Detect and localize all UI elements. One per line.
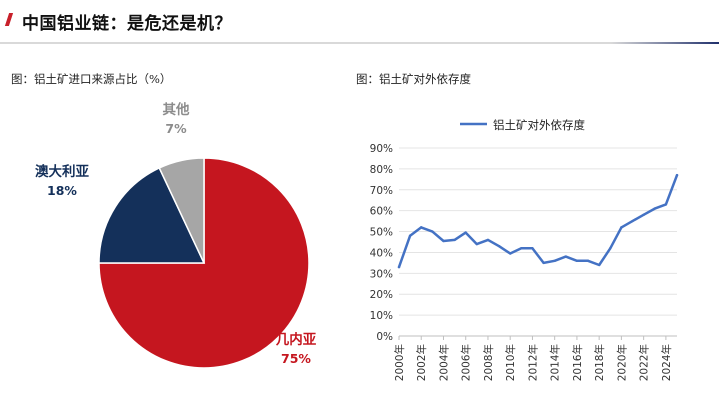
legend-label: 铝土矿对外依存度 — [493, 118, 585, 132]
pie-svg: 几内亚 75% 澳大利亚 18% 其他 7% — [35, 101, 317, 369]
y-tick-label: 50% — [370, 227, 393, 239]
data-point — [586, 259, 590, 262]
x-tick-label: 2004年 — [437, 344, 450, 381]
data-point — [442, 239, 445, 243]
data-point — [675, 173, 679, 177]
series-line — [397, 173, 679, 269]
x-tick-label: 2008年 — [482, 344, 495, 381]
pie-label-name: 澳大利亚 — [35, 163, 89, 180]
data-point — [464, 231, 467, 234]
data-point — [497, 244, 501, 248]
bauxite-import-source-pie-chart: 几内亚 75% 澳大利亚 18% 其他 7% — [0, 100, 350, 406]
x-tick-label: 2014年 — [549, 344, 562, 381]
header-divider — [0, 42, 719, 44]
data-point — [509, 252, 512, 255]
pie-label-name: 几内亚 — [276, 331, 317, 348]
data-point — [575, 259, 579, 262]
x-tick-label: 2002年 — [415, 344, 428, 381]
y-tick-label: 0% — [376, 331, 393, 343]
data-point — [531, 247, 534, 250]
data-point — [408, 234, 412, 237]
pie-label-1: 澳大利亚 18% — [35, 163, 89, 198]
data-point — [631, 219, 634, 223]
y-tick-label: 20% — [370, 289, 393, 301]
x-tick-label: 2012年 — [526, 344, 539, 381]
y-tick-label: 40% — [370, 247, 393, 259]
pie-slice-0 — [98, 157, 310, 369]
x-tick-label: 2022年 — [638, 344, 651, 381]
pie-label-0: 几内亚 75% — [276, 331, 317, 366]
pie-label-value: 75% — [281, 351, 311, 366]
title-accent-mark — [4, 13, 14, 26]
data-point — [397, 265, 401, 269]
y-tick-label: 10% — [370, 310, 393, 322]
data-point — [564, 255, 567, 258]
x-tick-label: 2010年 — [504, 344, 517, 381]
right-chart-caption: 图：铝土矿对外依存度 — [356, 72, 471, 86]
x-tick-label: 2024年 — [660, 344, 673, 381]
line-svg: 铝土矿对外依存度 0% 10% 20% 30% 40% 50% 60% 70% 80% 90% 200… — [370, 118, 679, 381]
y-tick-label: 60% — [370, 206, 393, 218]
y-tick-label: 80% — [370, 164, 393, 176]
x-tick-label: 2006年 — [460, 344, 473, 381]
data-point — [486, 238, 490, 242]
page-title: 中国铝业链：是危还是机？ — [22, 14, 232, 34]
data-point — [653, 207, 656, 210]
data-point — [642, 213, 645, 217]
data-point — [542, 261, 545, 265]
header: 中国铝业链：是危还是机？ — [0, 0, 719, 44]
pie-slice-2 — [158, 157, 205, 264]
x-tick-label: 2018年 — [593, 344, 606, 381]
y-tick-label: 70% — [370, 185, 393, 197]
pie-slice-1 — [98, 166, 206, 264]
data-point — [597, 263, 601, 267]
left-chart-caption: 图：铝土矿进口来源占比（%） — [11, 72, 172, 86]
y-tick-label: 90% — [370, 143, 393, 155]
x-tick-label: 2016年 — [571, 344, 584, 381]
pie-label-value: 7% — [165, 121, 187, 136]
data-point — [520, 247, 523, 250]
data-point — [553, 259, 556, 262]
x-tick-label: 2020年 — [615, 344, 628, 381]
data-point — [453, 238, 456, 242]
x-tick-label: 2000年 — [393, 344, 406, 381]
data-point — [475, 242, 479, 246]
pie-label-value: 18% — [47, 183, 77, 198]
bauxite-dependence-line-chart: 铝土矿对外依存度 0% 10% 20% 30% 40% 50% 60% 70% 80% 90% 200… — [355, 100, 719, 406]
data-point — [609, 247, 612, 250]
y-tick-label: 30% — [370, 268, 393, 280]
pie-label-name: 其他 — [163, 101, 190, 118]
data-point — [431, 230, 434, 233]
data-point — [664, 203, 668, 206]
data-point — [620, 226, 623, 229]
data-point — [420, 226, 423, 229]
pie-label-2: 其他 7% — [163, 101, 190, 136]
